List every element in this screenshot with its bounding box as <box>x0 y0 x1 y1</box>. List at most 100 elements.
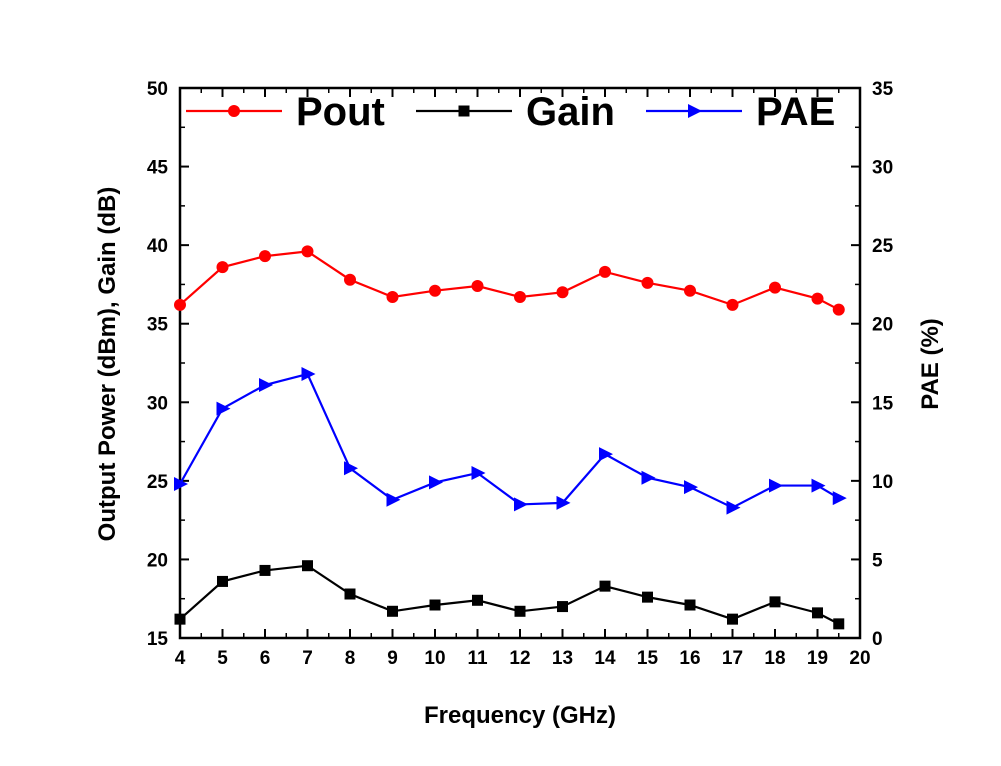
x-tick-label: 13 <box>552 648 573 669</box>
x-tick-label: 11 <box>467 648 488 669</box>
series-gain <box>174 560 845 630</box>
data-point-gain <box>557 601 568 613</box>
data-point-gain <box>833 618 845 630</box>
x-tick-label: 16 <box>679 648 700 669</box>
data-point-pae <box>599 447 613 462</box>
data-point-pout <box>471 280 484 292</box>
x-tick-label: 6 <box>260 648 271 669</box>
y-tick-label: 40 <box>147 236 168 257</box>
data-point-gain <box>344 588 356 600</box>
data-point-pae <box>556 495 571 510</box>
data-point-gain <box>259 564 271 576</box>
series-pout <box>174 245 845 316</box>
legend-label: Gain <box>526 90 615 134</box>
data-point-pout <box>684 284 696 297</box>
data-point-pout <box>832 303 845 316</box>
data-point-pae <box>684 480 698 495</box>
data-point-gain <box>684 599 696 611</box>
y-axis-left: 15 20 25 30 35 40 45 50 <box>147 79 189 650</box>
y2-tick-label: 10 <box>872 472 893 493</box>
data-point-pae <box>641 470 656 485</box>
series-layer <box>174 245 847 630</box>
y-axis-right: 0 5 10 15 20 25 30 35 <box>851 79 894 650</box>
legend-marker <box>228 105 240 117</box>
data-point-pae <box>216 401 231 416</box>
y2-tick-label: 35 <box>872 79 894 100</box>
data-point-gain <box>812 607 823 619</box>
y2-tick-label: 20 <box>872 315 893 336</box>
data-point-pout <box>386 291 399 303</box>
data-point-pae <box>301 367 316 381</box>
data-point-gain <box>514 605 526 617</box>
data-point-pout <box>599 265 611 278</box>
data-point-gain <box>727 613 738 625</box>
data-point-pae <box>344 461 358 476</box>
data-point-pae <box>769 478 783 493</box>
y2-tick-label: 0 <box>872 629 883 650</box>
data-point-pout <box>174 298 186 311</box>
data-point-pout <box>429 284 441 297</box>
data-point-pae <box>471 466 486 480</box>
data-point-pae <box>832 491 847 506</box>
x-tick-label: 4 <box>175 648 186 669</box>
data-point-pae <box>386 492 401 507</box>
data-point-pout <box>769 281 781 294</box>
data-point-pout <box>556 286 569 299</box>
data-point-pout <box>216 261 229 274</box>
data-point-pout <box>259 250 271 263</box>
x-tick-label: 9 <box>387 648 398 669</box>
legend-label: Pout <box>296 90 385 134</box>
y2-tick-label: 15 <box>872 393 894 414</box>
data-point-pae <box>429 475 443 490</box>
data-point-pae <box>514 497 528 512</box>
data-point-pae <box>174 477 188 491</box>
data-point-gain <box>387 605 398 617</box>
data-point-gain <box>302 560 313 572</box>
data-point-pout <box>811 292 824 305</box>
legend-item-gain: Gain <box>416 90 615 134</box>
y-tick-label: 25 <box>147 472 169 493</box>
x-tick-label: 17 <box>722 648 743 669</box>
data-point-pae <box>259 378 273 392</box>
legend-marker <box>458 105 470 117</box>
x-tick-label: 18 <box>764 648 785 669</box>
legend-item-pae: PAE <box>646 90 835 134</box>
legend-marker <box>688 104 702 118</box>
data-point-pout <box>344 273 356 286</box>
data-point-pout <box>726 298 739 311</box>
y-axis-right-title: PAE (%) <box>917 318 944 410</box>
data-point-pout <box>641 276 654 289</box>
x-tick-label: 5 <box>217 648 228 669</box>
data-point-pae <box>726 500 741 515</box>
legend-item-pout: Pout <box>186 90 385 134</box>
y-axis-left-title: Output Power (dBm), Gain (dB) <box>94 187 121 542</box>
y-tick-label: 20 <box>147 550 168 571</box>
legend: Pout Gain PAE <box>186 90 835 134</box>
legend-label: PAE <box>756 90 835 134</box>
data-point-gain <box>472 594 483 606</box>
x-tick-label: 10 <box>424 648 445 669</box>
data-point-pout <box>301 245 314 258</box>
x-tick-label: 12 <box>509 648 530 669</box>
y2-tick-label: 25 <box>872 236 894 257</box>
x-tick-label: 20 <box>849 648 870 669</box>
x-axis: 4 5 6 7 8 9 10 11 12 13 14 15 16 17 18 19 20 <box>175 88 871 669</box>
y2-tick-label: 30 <box>872 158 893 179</box>
data-point-gain <box>769 596 781 608</box>
y-tick-label: 50 <box>147 79 168 100</box>
data-point-gain <box>642 591 653 603</box>
x-axis-title: Frequency (GHz) <box>424 702 616 729</box>
y-tick-label: 15 <box>147 629 169 650</box>
y-tick-label: 30 <box>147 393 168 414</box>
y2-tick-label: 5 <box>872 550 883 571</box>
data-point-gain <box>599 580 611 592</box>
y-tick-label: 35 <box>147 315 169 336</box>
data-point-pout <box>514 291 526 303</box>
data-point-gain <box>174 613 186 625</box>
x-tick-label: 14 <box>594 648 616 669</box>
x-tick-label: 15 <box>637 648 659 669</box>
series-pae <box>174 367 847 515</box>
x-tick-label: 7 <box>302 648 313 669</box>
y-tick-label: 45 <box>147 158 169 179</box>
